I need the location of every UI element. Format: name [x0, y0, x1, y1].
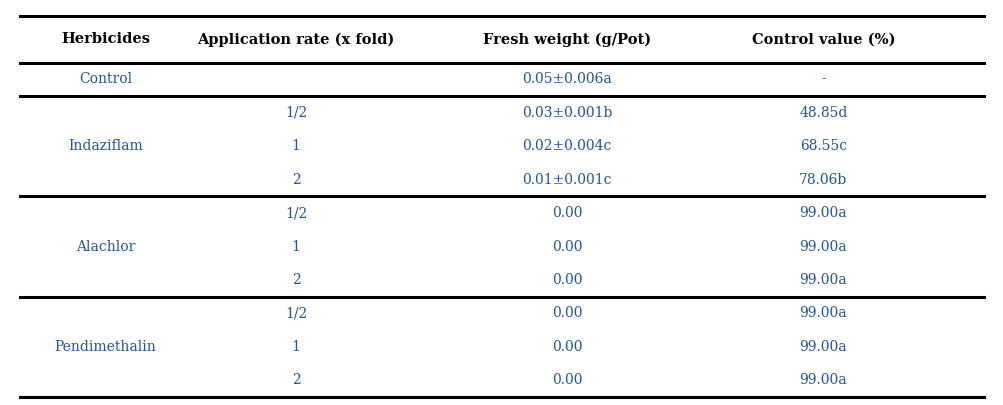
Text: 1/2: 1/2 [285, 106, 307, 120]
Text: 0.00: 0.00 [552, 340, 582, 354]
Text: Indaziflam: Indaziflam [68, 139, 142, 153]
Text: 0.02±0.004c: 0.02±0.004c [522, 139, 612, 153]
Text: 99.00a: 99.00a [798, 239, 847, 254]
Text: Control: Control [79, 72, 131, 87]
Text: Alachlor: Alachlor [75, 239, 135, 254]
Text: 2: 2 [292, 173, 300, 187]
Text: 68.55c: 68.55c [799, 139, 846, 153]
Text: 0.00: 0.00 [552, 306, 582, 320]
Text: 1: 1 [292, 139, 300, 153]
Text: 0.00: 0.00 [552, 273, 582, 287]
Text: 1/2: 1/2 [285, 306, 307, 320]
Text: 78.06b: 78.06b [798, 173, 847, 187]
Text: 0.03±0.001b: 0.03±0.001b [522, 106, 612, 120]
Text: 99.00a: 99.00a [798, 306, 847, 320]
Text: 0.05±0.006a: 0.05±0.006a [522, 72, 612, 87]
Text: 1: 1 [292, 239, 300, 254]
Text: 1/2: 1/2 [285, 206, 307, 220]
Text: 99.00a: 99.00a [798, 206, 847, 220]
Text: -: - [820, 72, 824, 87]
Text: 2: 2 [292, 273, 300, 287]
Text: 99.00a: 99.00a [798, 373, 847, 387]
Text: Fresh weight (g/Pot): Fresh weight (g/Pot) [482, 32, 651, 47]
Text: Pendimethalin: Pendimethalin [54, 340, 156, 354]
Text: 99.00a: 99.00a [798, 273, 847, 287]
Text: 0.00: 0.00 [552, 373, 582, 387]
Text: 0.00: 0.00 [552, 239, 582, 254]
Text: Control value (%): Control value (%) [751, 32, 894, 47]
Text: 2: 2 [292, 373, 300, 387]
Text: 1: 1 [292, 340, 300, 354]
Text: 48.85d: 48.85d [798, 106, 847, 120]
Text: Application rate (x fold): Application rate (x fold) [198, 32, 394, 47]
Text: 0.01±0.001c: 0.01±0.001c [522, 173, 612, 187]
Text: 99.00a: 99.00a [798, 340, 847, 354]
Text: Herbicides: Herbicides [61, 32, 149, 47]
Text: 0.00: 0.00 [552, 206, 582, 220]
